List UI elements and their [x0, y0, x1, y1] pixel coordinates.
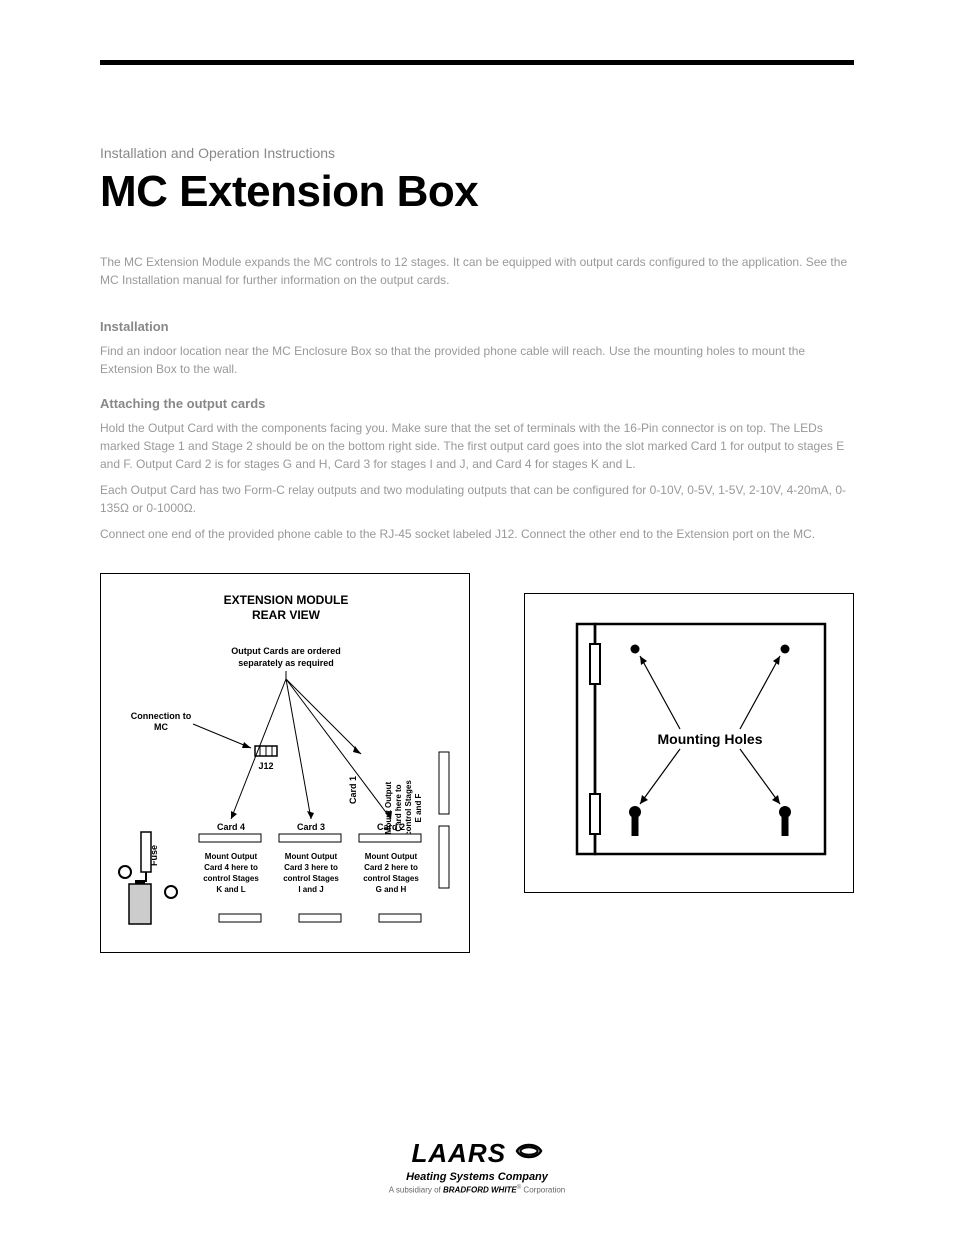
card3-m3: control Stages	[283, 874, 339, 883]
brand-swirl-icon	[515, 1139, 543, 1168]
card2-label: Card 2	[377, 822, 405, 832]
card4-m2: Card 4 here to	[204, 863, 258, 872]
page-title: MC Extension Box	[100, 167, 854, 217]
diag-title-2: REAR VIEW	[252, 608, 321, 622]
diag-title-1: EXTENSION MODULE	[224, 593, 349, 607]
card4-m1: Mount Output	[205, 852, 258, 861]
installation-text: Find an indoor location near the MC Encl…	[100, 342, 854, 378]
card2-m2: Card 2 here to	[364, 863, 418, 872]
section-heading-installation: Installation	[100, 319, 854, 334]
diagrams-row: EXTENSION MODULE REAR VIEW Output Cards …	[100, 573, 854, 953]
svg-text:E and F: E and F	[414, 793, 423, 822]
diagram-mounting-holes: Mounting Holes	[524, 593, 854, 893]
diagram-extension-module: EXTENSION MODULE REAR VIEW Output Cards …	[100, 573, 470, 953]
intro-paragraph: The MC Extension Module expands the MC c…	[100, 253, 854, 289]
header-rule	[100, 60, 854, 65]
subsidiary-suffix: Corporation	[521, 1186, 565, 1195]
subsidiary-prefix: A subsidiary of	[389, 1186, 443, 1195]
mounting-holes-svg: Mounting Holes	[525, 594, 855, 894]
card2-m3: control Stages	[363, 874, 419, 883]
subsidiary-brand: BRADFORD WHITE	[443, 1186, 517, 1195]
output-cards-p1: Hold the Output Card with the components…	[100, 419, 854, 473]
section-heading-output-cards: Attaching the output cards	[100, 396, 854, 411]
j12-label: J12	[258, 761, 273, 771]
diag-conn-1: Connection to	[131, 711, 192, 721]
extension-module-svg: EXTENSION MODULE REAR VIEW Output Cards …	[101, 574, 471, 954]
card1-label: Card 1	[348, 776, 358, 804]
brand-tagline: Heating Systems Company	[0, 1171, 954, 1183]
card4-m3: control Stages	[203, 874, 259, 883]
mounting-holes-label: Mounting Holes	[658, 731, 763, 747]
card2-m1: Mount Output	[365, 852, 418, 861]
card3-m4: I and J	[298, 885, 323, 894]
card4-label: Card 4	[217, 822, 245, 832]
card4-m4: K and L	[216, 885, 245, 894]
brand-subsidiary: A subsidiary of BRADFORD WHITE® Corporat…	[0, 1185, 954, 1195]
card3-label: Card 3	[297, 822, 325, 832]
document-type: Installation and Operation Instructions	[100, 145, 854, 161]
brand-name: LAARS	[411, 1138, 506, 1169]
footer-logo: LAARS Heating Systems Company A subsidia…	[0, 1138, 954, 1195]
output-cards-p3: Connect one end of the provided phone ca…	[100, 525, 854, 543]
card3-m2: Card 3 here to	[284, 863, 338, 872]
diag-note-1: Output Cards are ordered	[231, 646, 341, 656]
output-cards-p2: Each Output Card has two Form-C relay ou…	[100, 481, 854, 517]
diag-conn-2: MC	[154, 722, 168, 732]
diag-note-2: separately as required	[238, 658, 334, 668]
svg-text:control Stages: control Stages	[404, 780, 413, 836]
card2-m4: G and H	[376, 885, 407, 894]
card3-m1: Mount Output	[285, 852, 338, 861]
